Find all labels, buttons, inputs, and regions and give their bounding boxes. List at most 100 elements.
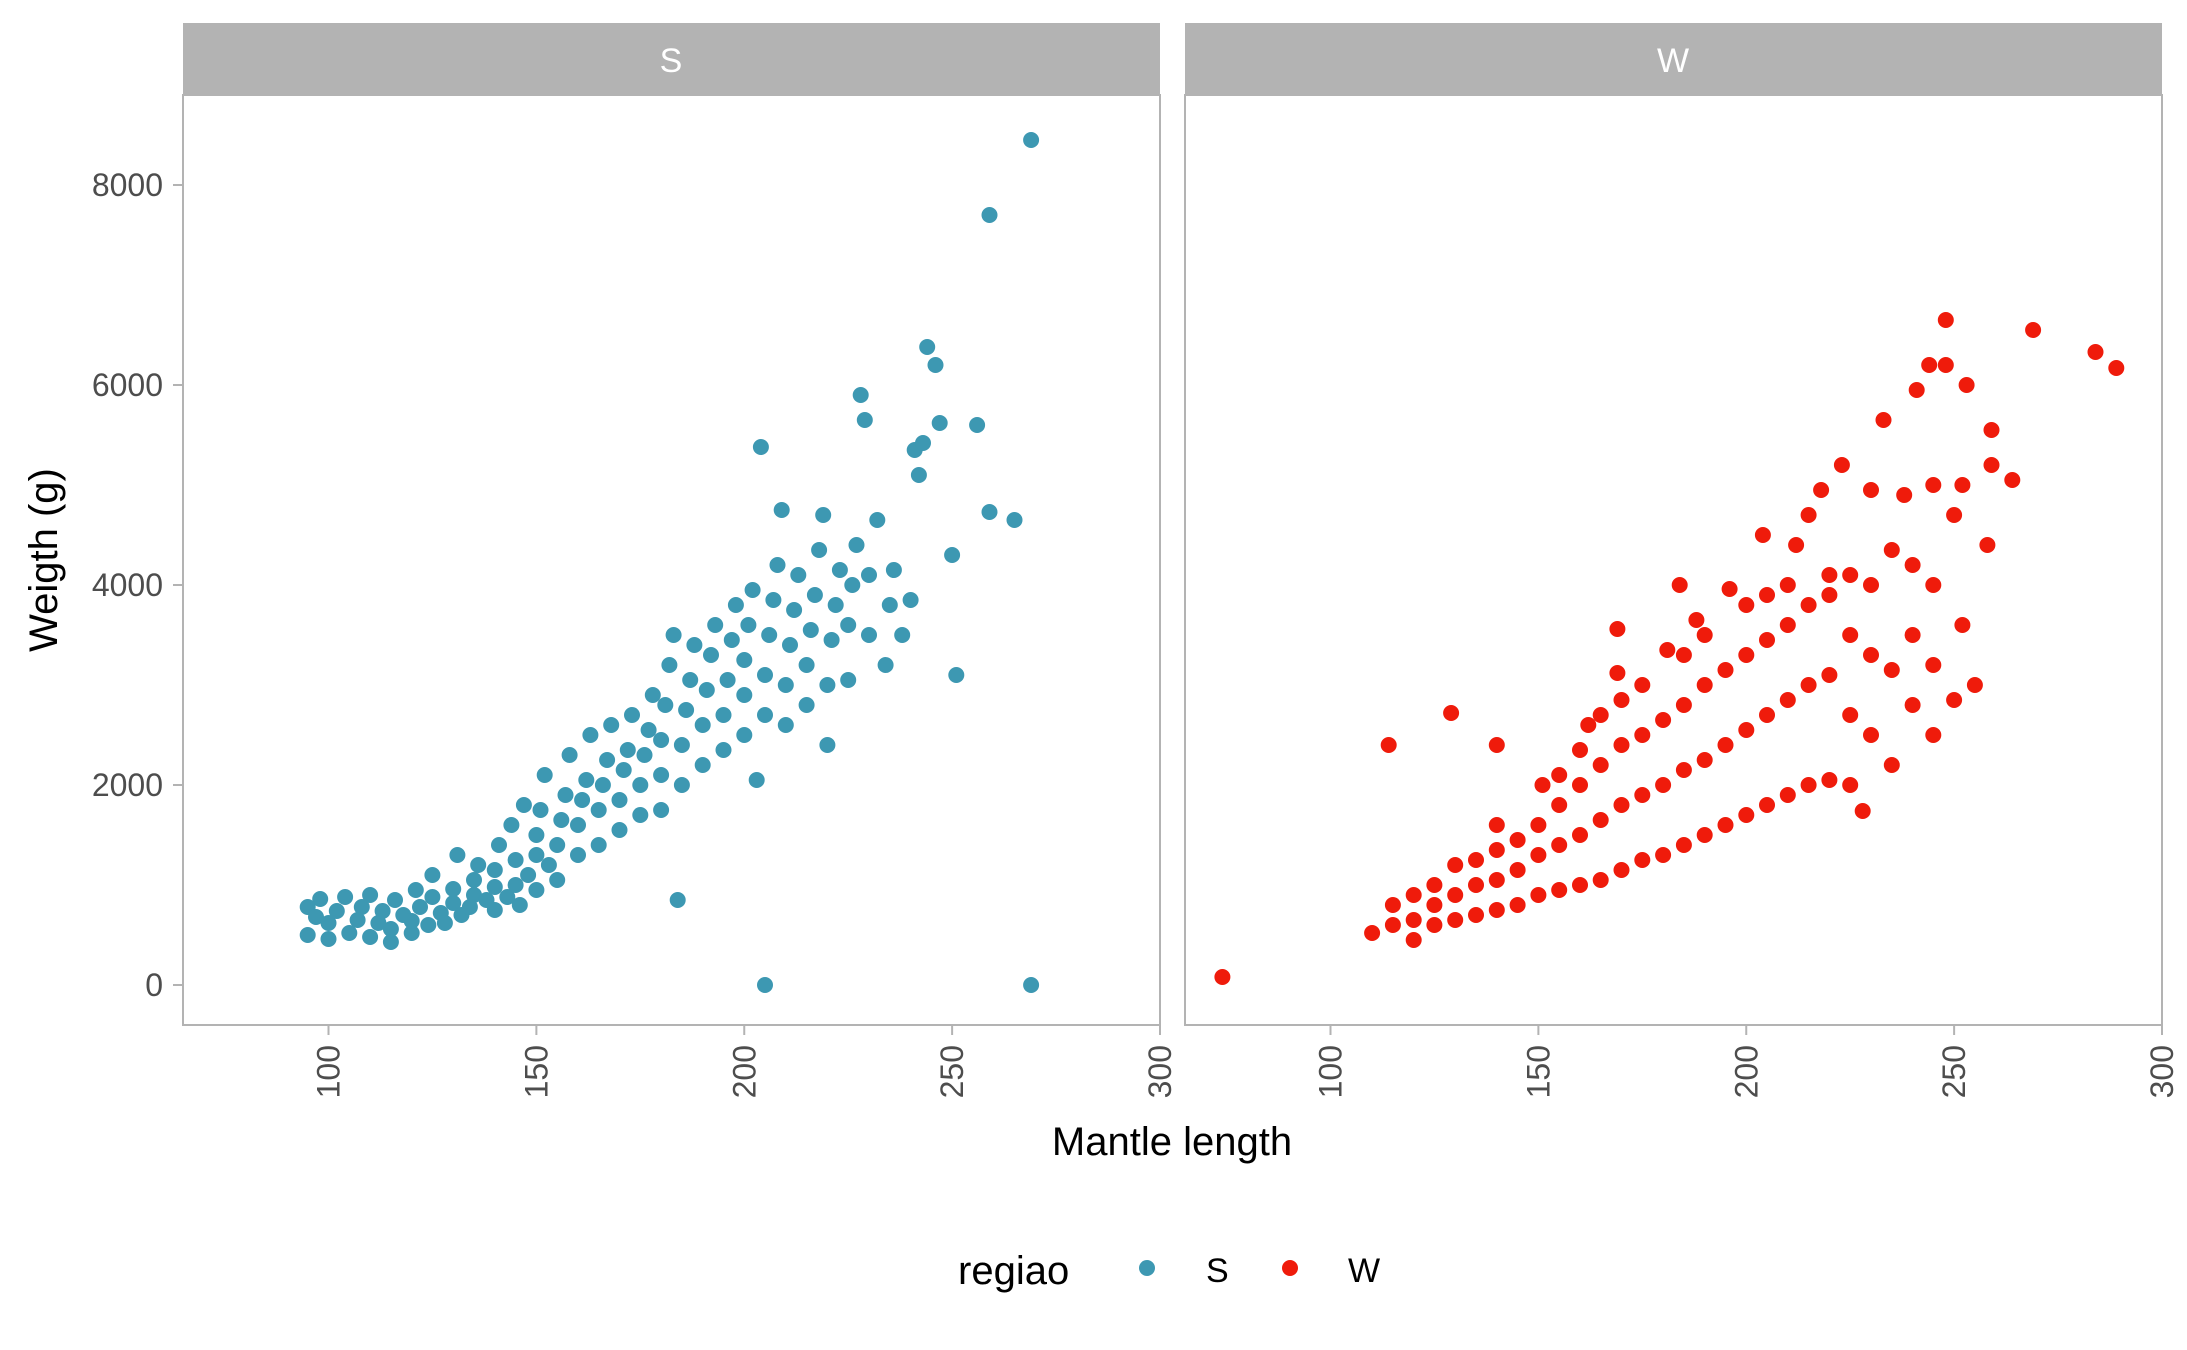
point-s-58 xyxy=(561,747,578,763)
point-w-55 xyxy=(1655,712,1672,728)
point-s-16 xyxy=(382,921,399,937)
point-w-4 xyxy=(1384,897,1401,913)
point-w-9 xyxy=(1426,897,1443,913)
point-s-40 xyxy=(491,837,507,853)
point-w-66 xyxy=(1696,627,1713,643)
point-s-48 xyxy=(528,882,545,898)
point-w-58 xyxy=(1675,837,1692,853)
point-s-78 xyxy=(644,687,661,703)
panel-s-strip xyxy=(183,23,1160,95)
point-s-102 xyxy=(736,687,753,703)
point-s-123 xyxy=(811,542,828,558)
panel-w-border xyxy=(1184,94,2163,1026)
point-s-47 xyxy=(520,867,537,883)
point-s-154 xyxy=(981,504,998,520)
point-w-73 xyxy=(1738,647,1755,663)
point-w-107 xyxy=(1883,542,1900,558)
point-s-155 xyxy=(1006,512,1023,528)
y-tick-label: 8000 xyxy=(92,167,163,203)
point-w-92 xyxy=(1821,587,1838,603)
point-w-70 xyxy=(1721,581,1738,597)
point-s-91 xyxy=(694,757,711,773)
point-s-85 xyxy=(669,892,686,908)
x-tick-label: 150 xyxy=(518,1045,554,1098)
point-s-74 xyxy=(632,807,649,823)
point-w-110 xyxy=(1904,627,1921,643)
point-w-14 xyxy=(1447,857,1464,873)
point-w-90 xyxy=(1821,772,1838,788)
point-w-19 xyxy=(1488,902,1505,918)
point-s-52 xyxy=(536,767,553,783)
point-s-115 xyxy=(777,677,794,693)
point-s-61 xyxy=(574,792,591,808)
x-axis-title: Mantle length xyxy=(1052,1120,1292,1164)
point-s-70 xyxy=(611,792,628,808)
point-s-141 xyxy=(885,562,902,578)
point-s-6 xyxy=(328,903,345,919)
point-s-45 xyxy=(511,897,528,913)
panel-s-border xyxy=(182,94,1161,1026)
x-tick-label: 150 xyxy=(1520,1045,1556,1098)
point-w-118 xyxy=(1937,312,1954,328)
point-s-59 xyxy=(570,847,586,863)
point-s-100 xyxy=(727,597,744,613)
point-w-24 xyxy=(1509,862,1526,878)
point-s-22 xyxy=(412,899,428,915)
point-s-76 xyxy=(636,747,653,763)
point-s-53 xyxy=(540,857,557,873)
point-w-51 xyxy=(1634,727,1651,743)
point-s-43 xyxy=(507,877,524,893)
point-s-33 xyxy=(466,887,482,903)
point-w-47 xyxy=(1613,737,1630,753)
point-w-111 xyxy=(1904,557,1921,573)
point-w-11 xyxy=(1443,705,1460,721)
point-w-79 xyxy=(1759,587,1775,603)
point-s-97 xyxy=(715,707,732,723)
point-s-111 xyxy=(765,592,782,608)
point-w-102 xyxy=(1863,577,1879,593)
point-w-97 xyxy=(1842,627,1859,643)
point-s-75 xyxy=(632,777,649,793)
y-axis-ticks: 0 2000 4000 6000 8000 xyxy=(92,167,183,1003)
point-s-62 xyxy=(578,772,595,788)
point-s-106 xyxy=(748,772,765,788)
point-s-148 xyxy=(927,357,944,373)
point-w-62 xyxy=(1688,612,1705,628)
point-w-96 xyxy=(1842,707,1859,723)
point-s-143 xyxy=(902,592,919,608)
point-w-100 xyxy=(1863,727,1879,743)
point-s-46 xyxy=(515,797,532,813)
point-w-54 xyxy=(1655,777,1672,793)
point-w-82 xyxy=(1779,617,1796,633)
point-s-158 xyxy=(1023,977,1040,993)
y-tick-label: 0 xyxy=(145,967,163,1003)
point-w-108 xyxy=(1896,487,1913,503)
point-w-89 xyxy=(1813,482,1830,498)
point-s-65 xyxy=(590,802,607,818)
point-w-116 xyxy=(1925,577,1942,593)
point-s-157 xyxy=(757,977,773,993)
point-w-72 xyxy=(1738,722,1755,738)
point-s-12 xyxy=(362,887,379,903)
point-s-137 xyxy=(861,567,877,583)
point-s-4 xyxy=(320,931,337,947)
point-w-99 xyxy=(1854,803,1871,819)
point-s-101 xyxy=(736,727,753,743)
point-s-24 xyxy=(424,889,441,905)
point-w-17 xyxy=(1468,852,1484,868)
x-tick-label: 100 xyxy=(311,1045,347,1098)
point-s-96 xyxy=(715,742,732,758)
point-w-112 xyxy=(1908,382,1925,398)
point-w-71 xyxy=(1738,807,1755,823)
point-w-13 xyxy=(1447,887,1464,903)
point-s-57 xyxy=(557,787,574,803)
point-s-19 xyxy=(403,925,420,941)
point-s-152 xyxy=(969,417,986,433)
x-tick-label: 200 xyxy=(726,1045,762,1098)
point-s-55 xyxy=(549,837,566,853)
point-s-130 xyxy=(840,672,857,688)
point-w-109 xyxy=(1904,697,1921,713)
point-s-34 xyxy=(466,872,482,888)
panel-s: S 100 150 200 250 300 xyxy=(182,23,1178,1098)
